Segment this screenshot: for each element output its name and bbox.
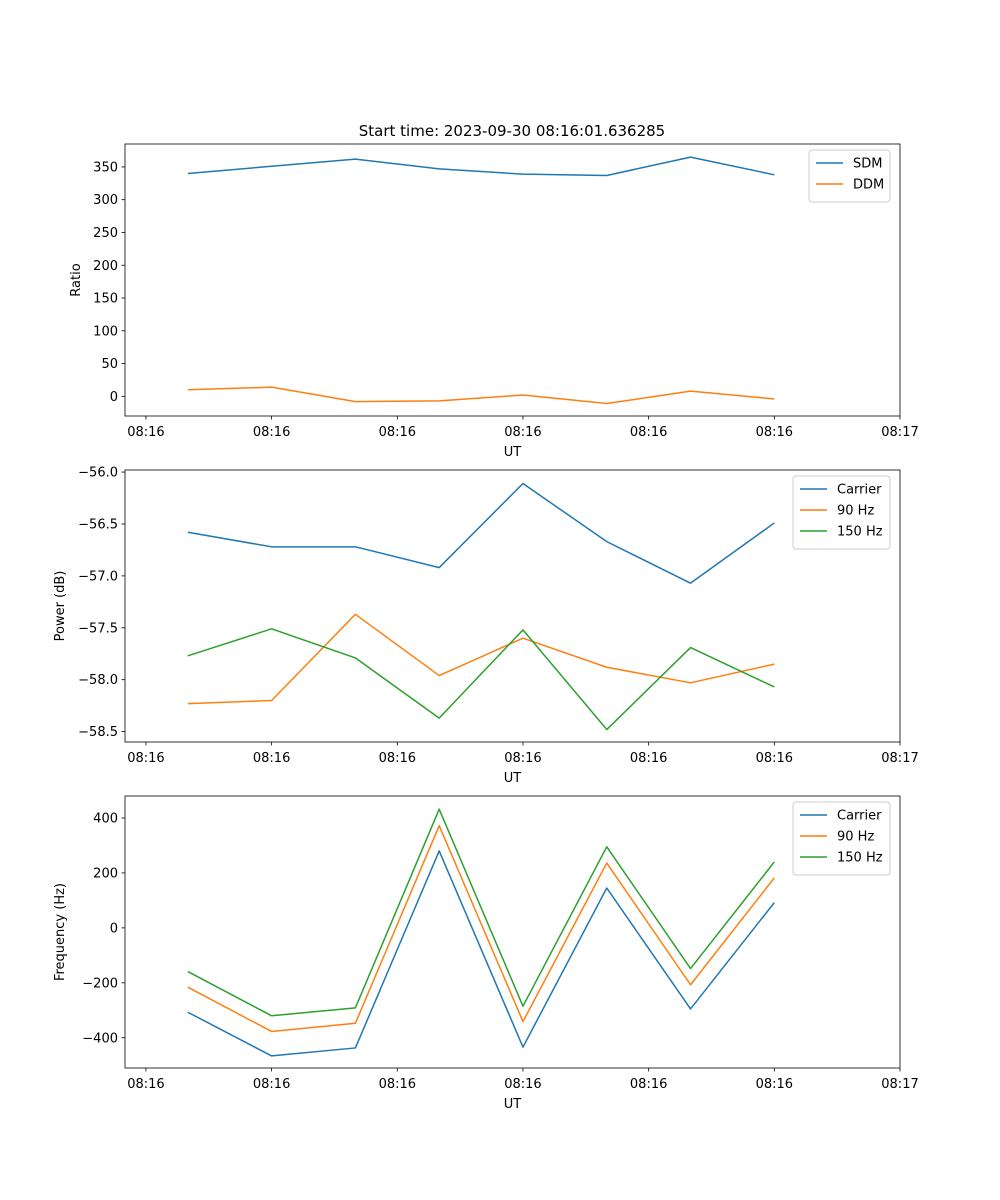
y-tick-label: 50 bbox=[101, 357, 118, 372]
x-tick-label: 08:16 bbox=[127, 1077, 164, 1092]
legend-label: 150 Hz bbox=[837, 851, 883, 866]
x-tick-label: 08:16 bbox=[630, 425, 667, 440]
series-line-90-hz bbox=[187, 613, 775, 705]
y-tick-label: 0 bbox=[110, 921, 118, 936]
y-axis-label: Power (dB) bbox=[53, 571, 68, 642]
x-tick-label: 08:17 bbox=[881, 425, 918, 440]
y-tick-label: 0 bbox=[110, 390, 118, 405]
legend-label: Carrier bbox=[837, 809, 882, 824]
y-tick-label: 200 bbox=[93, 259, 118, 274]
y-tick-label: 200 bbox=[93, 866, 118, 881]
y-tick-label: 350 bbox=[93, 160, 118, 175]
series-line-90-hz bbox=[187, 824, 775, 1033]
legend: Carrier 90 Hz 150 Hz bbox=[792, 475, 891, 550]
y-tick-label: −57.5 bbox=[78, 621, 118, 636]
x-tick-label: 08:16 bbox=[504, 751, 541, 766]
x-tick-label: 08:16 bbox=[630, 1077, 667, 1092]
legend-label: 150 Hz bbox=[837, 525, 883, 540]
y-tick-label: −56.5 bbox=[78, 517, 118, 532]
series-line-150-hz bbox=[187, 808, 775, 1017]
y-tick-label: 400 bbox=[93, 811, 118, 826]
y-tick-label: −58.0 bbox=[78, 673, 118, 688]
x-tick-label: 08:16 bbox=[756, 751, 793, 766]
chart-panel-3: 08:16 08:16 08:16 08:16 08:16 08:16 08:17 −400 −… bbox=[53, 795, 919, 1112]
series-line-150-hz bbox=[187, 628, 775, 731]
x-tick-label: 08:16 bbox=[379, 425, 416, 440]
axes-frame bbox=[124, 143, 901, 417]
x-axis-label: UT bbox=[504, 445, 522, 460]
x-tick-label: 08:16 bbox=[127, 425, 164, 440]
legend-label: 90 Hz bbox=[837, 504, 874, 519]
chart-panel-2: 08:16 08:16 08:16 08:16 08:16 08:16 08:17 −58.5… bbox=[53, 466, 919, 786]
legend-label: 90 Hz bbox=[837, 830, 874, 845]
x-tick-label: 08:16 bbox=[253, 425, 290, 440]
x-axis-label: UT bbox=[504, 1097, 522, 1112]
y-axis-label: Ratio bbox=[69, 263, 84, 296]
series-line-carrier bbox=[187, 850, 775, 1057]
figure-title: Start time: 2023-09-30 08:16:01.636285 bbox=[359, 122, 665, 140]
y-tick-label: 250 bbox=[93, 226, 118, 241]
x-tick-label: 08:16 bbox=[379, 751, 416, 766]
legend-label: Carrier bbox=[837, 483, 882, 498]
chart-panel-1: 08:16 08:16 08:16 08:16 08:16 08:16 08:17 0 50 10… bbox=[69, 143, 919, 460]
series-line-carrier bbox=[187, 482, 775, 584]
x-tick-label: 08:17 bbox=[881, 1077, 918, 1092]
y-tick-label: −57.0 bbox=[78, 569, 118, 584]
y-tick-label: −200 bbox=[82, 976, 118, 991]
x-axis-label: UT bbox=[504, 771, 522, 786]
x-tick-label: 08:16 bbox=[379, 1077, 416, 1092]
y-tick-label: −400 bbox=[82, 1031, 118, 1046]
y-tick-label: 100 bbox=[93, 324, 118, 339]
legend: Carrier 90 Hz 150 Hz bbox=[792, 801, 891, 876]
series-line-sdm bbox=[187, 156, 775, 177]
x-tick-label: 08:16 bbox=[756, 1077, 793, 1092]
x-tick-label: 08:16 bbox=[504, 425, 541, 440]
legend: SDM DDM bbox=[808, 149, 891, 203]
x-tick-label: 08:16 bbox=[253, 1077, 290, 1092]
x-tick-label: 08:17 bbox=[881, 751, 918, 766]
y-axis-label: Frequency (Hz) bbox=[53, 883, 68, 981]
axes-frame bbox=[124, 795, 901, 1069]
x-tick-label: 08:16 bbox=[504, 1077, 541, 1092]
x-tick-label: 08:16 bbox=[630, 751, 667, 766]
x-tick-label: 08:16 bbox=[253, 751, 290, 766]
legend-label: DDM bbox=[853, 178, 884, 193]
series-line-ddm bbox=[187, 386, 775, 405]
x-tick-label: 08:16 bbox=[127, 751, 164, 766]
x-tick-label: 08:16 bbox=[756, 425, 793, 440]
y-tick-label: −58.5 bbox=[78, 725, 118, 740]
y-tick-label: 300 bbox=[93, 193, 118, 208]
plot-area: 08:16 08:16 08:16 08:16 08:16 08:16 08:17 0 50 10… bbox=[53, 143, 919, 1112]
legend-label: SDM bbox=[853, 157, 882, 172]
y-tick-label: −56.0 bbox=[78, 466, 118, 481]
axes-frame bbox=[124, 469, 901, 743]
y-tick-label: 150 bbox=[93, 292, 118, 307]
